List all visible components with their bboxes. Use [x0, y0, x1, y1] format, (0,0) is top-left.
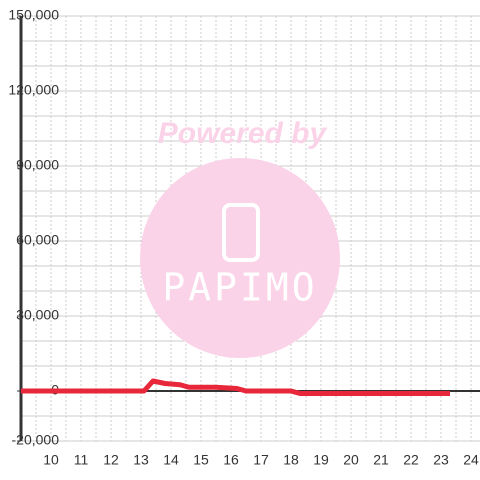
data-line: [21, 378, 450, 396]
watermark: Powered by PAPIMO: [140, 117, 340, 358]
x-tick-label: 15: [193, 452, 209, 468]
x-tick-label: 18: [283, 452, 299, 468]
x-tick-label: 24: [463, 452, 479, 468]
watermark-phone: [222, 203, 260, 262]
watermark-logo: PAPIMO: [162, 266, 317, 310]
x-tick-label: 13: [133, 452, 149, 468]
x-tick-label: 20: [343, 452, 359, 468]
x-tick-label: 21: [373, 452, 389, 468]
y-tick-label: 120,000: [8, 82, 59, 98]
y-tick-label: 60,000: [16, 232, 59, 248]
x-tick-label: 14: [163, 452, 179, 468]
y-tick-label: -20,000: [12, 432, 60, 448]
y-tick-label: 30,000: [16, 307, 59, 323]
x-tick-label: 23: [433, 452, 449, 468]
y-tick-label: 90,000: [16, 157, 59, 173]
x-tick-label: 11: [74, 452, 89, 468]
y-tick-label: 150,000: [8, 7, 59, 23]
x-tick-label: 22: [403, 452, 419, 468]
x-tick-label: 16: [223, 452, 239, 468]
x-tick-label: 12: [103, 452, 119, 468]
watermark-text: Powered by: [158, 117, 328, 150]
x-tick-label: 17: [253, 452, 269, 468]
x-tick-label: 19: [313, 452, 329, 468]
x-tick-label: 10: [43, 452, 59, 468]
